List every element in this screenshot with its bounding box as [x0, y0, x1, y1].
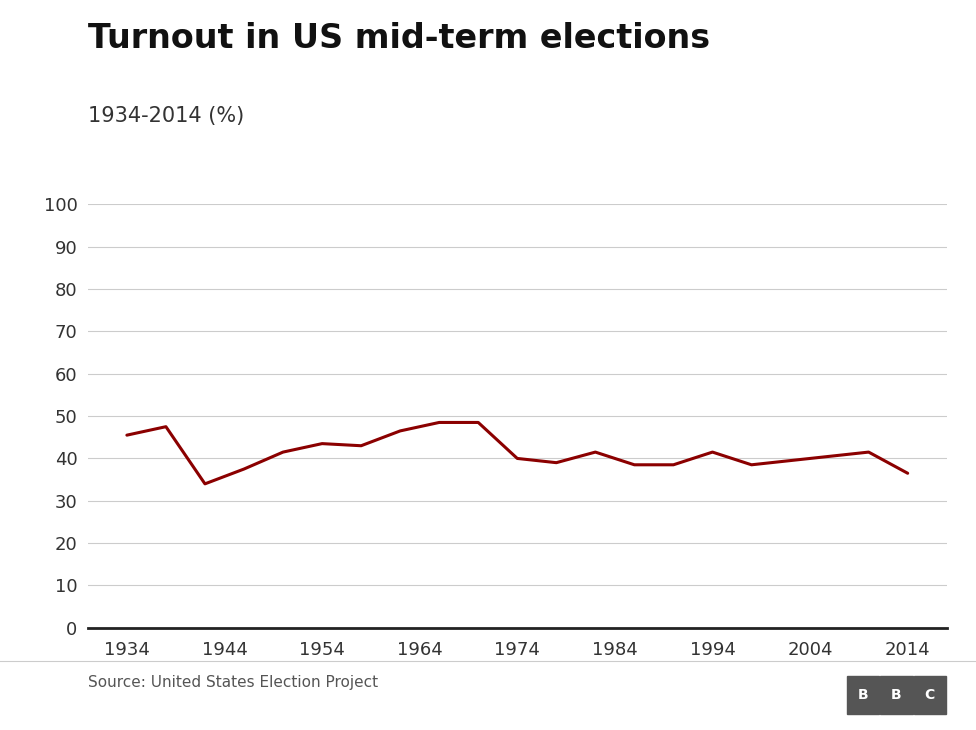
Text: Turnout in US mid-term elections: Turnout in US mid-term elections [88, 22, 710, 55]
Text: B: B [858, 688, 869, 702]
Text: B: B [891, 688, 902, 702]
Text: C: C [924, 688, 935, 702]
Text: 1934-2014 (%): 1934-2014 (%) [88, 106, 244, 126]
Text: Source: United States Election Project: Source: United States Election Project [88, 675, 378, 691]
